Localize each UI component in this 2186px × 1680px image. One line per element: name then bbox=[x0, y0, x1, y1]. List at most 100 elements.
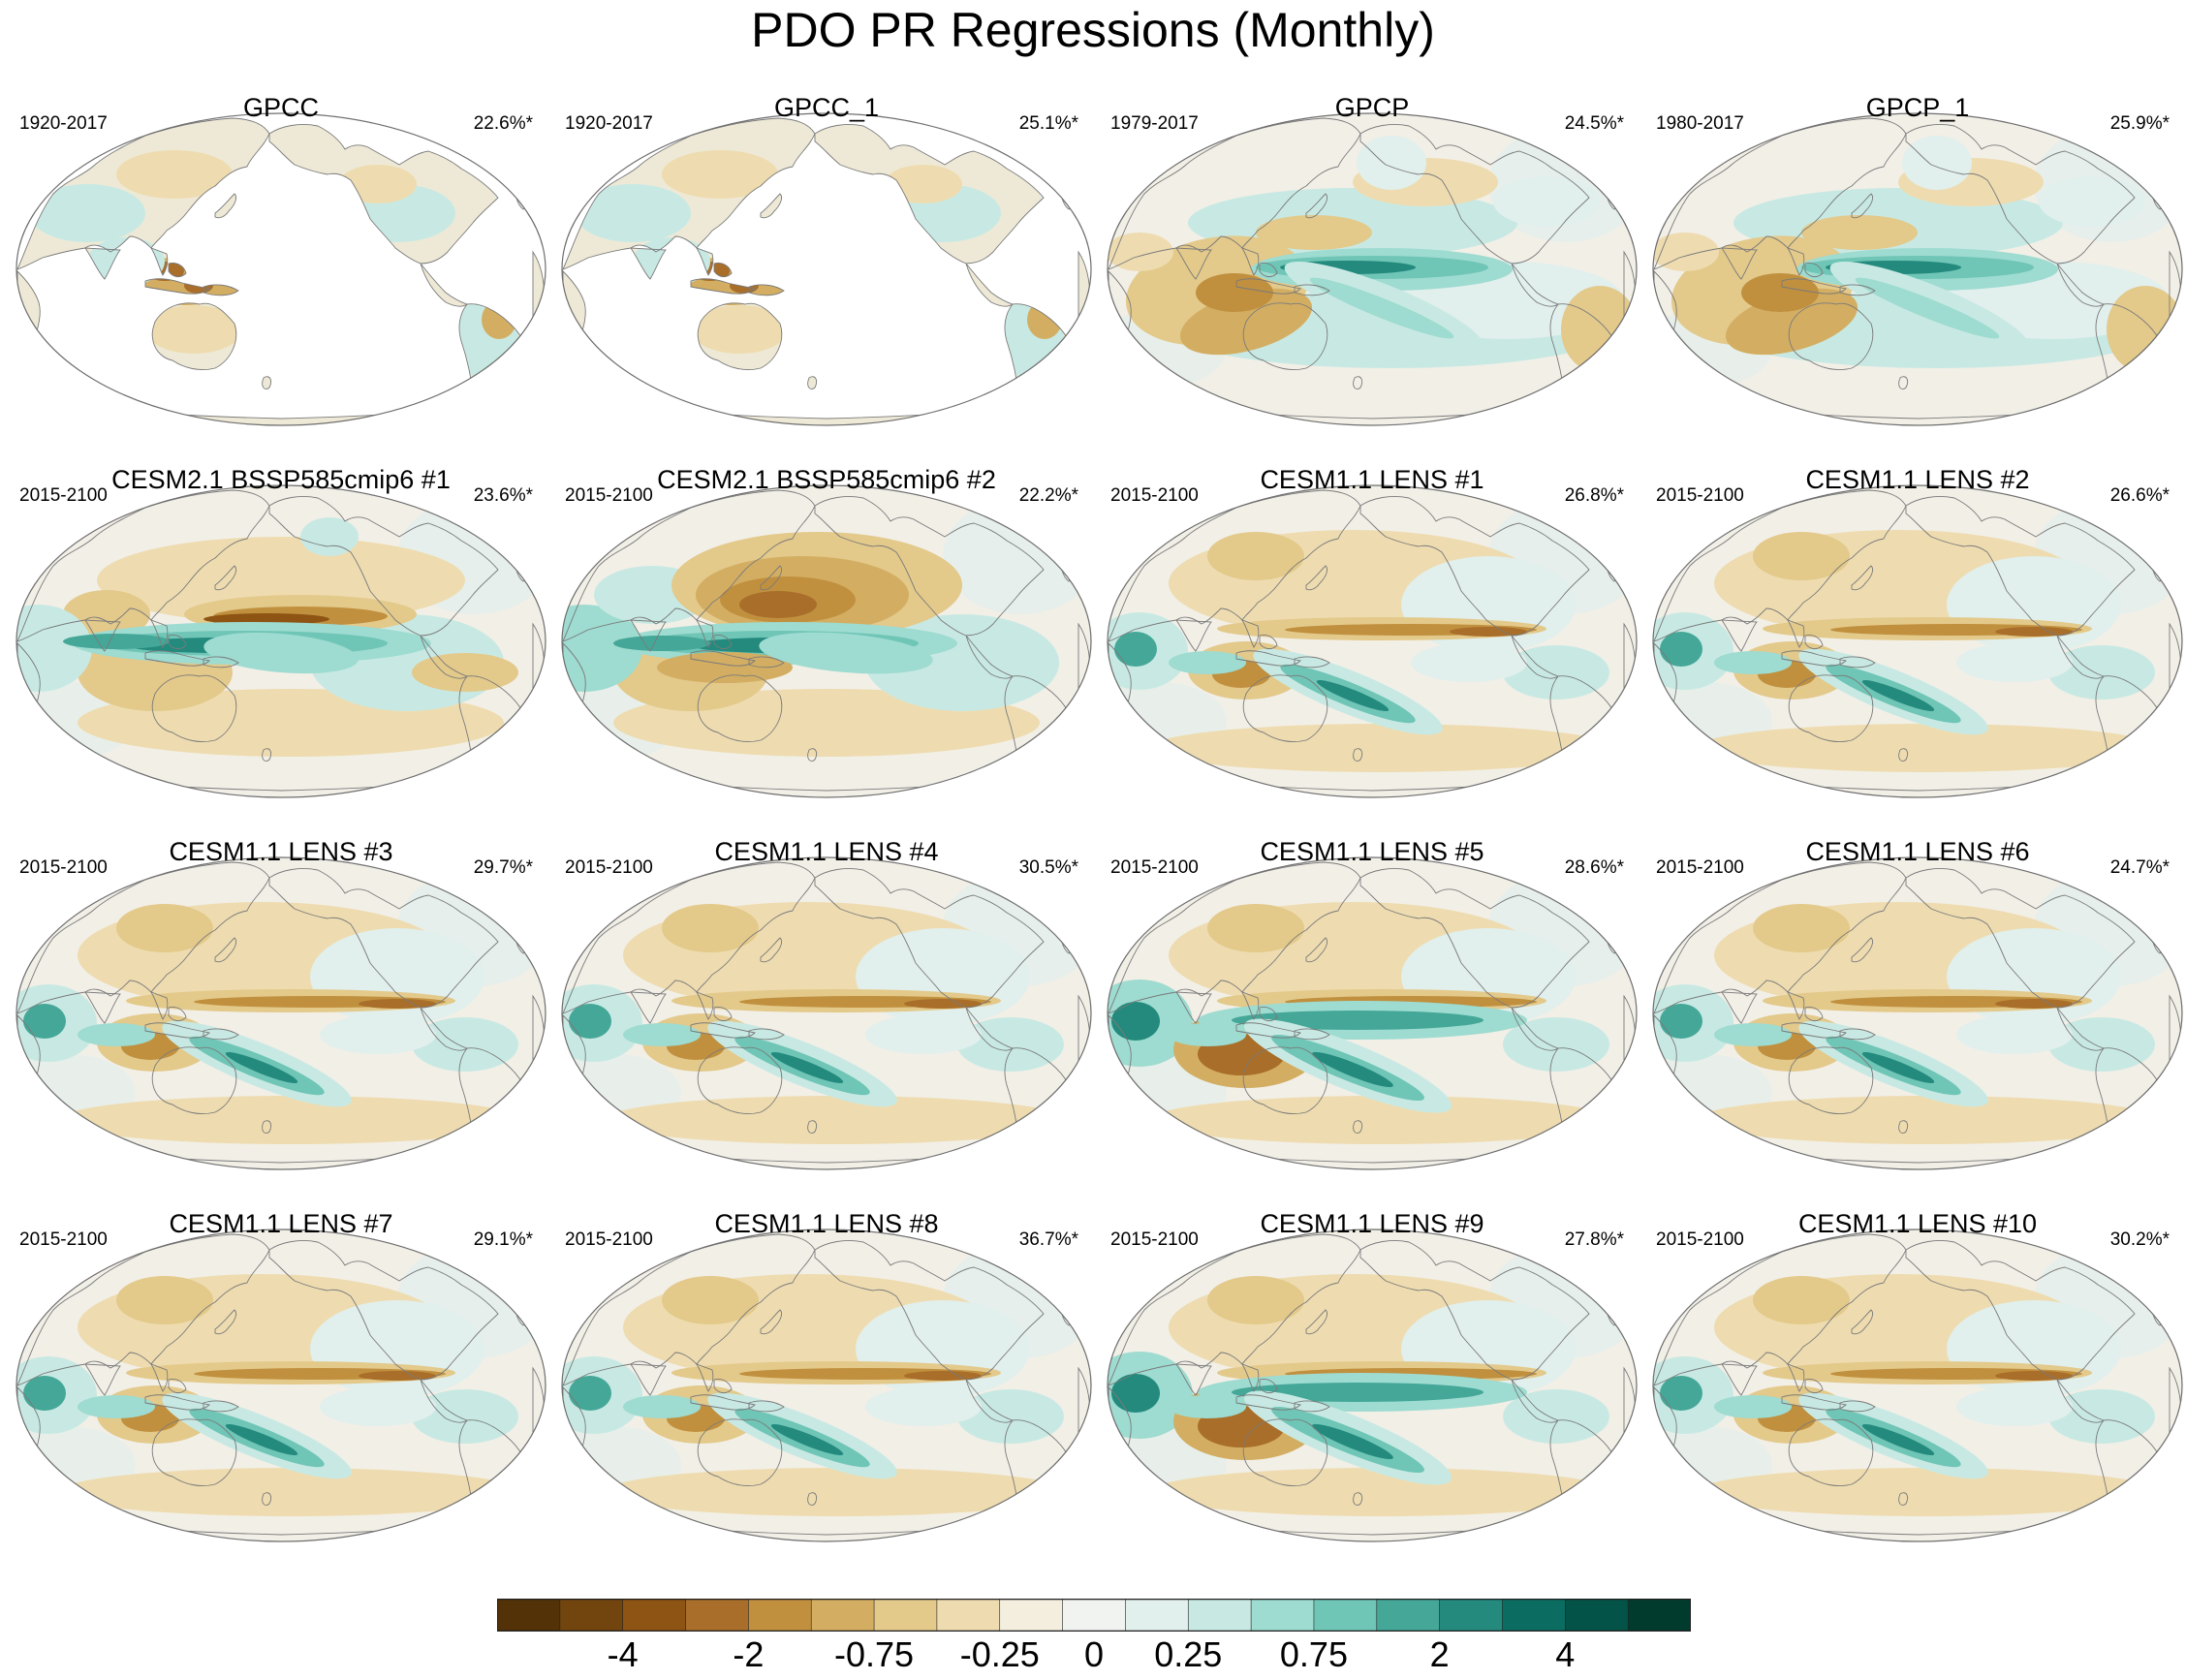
anomaly-region bbox=[770, 1424, 844, 1455]
panel-title: CESM1.1 LENS #4 bbox=[714, 837, 939, 866]
map-outline bbox=[561, 1229, 1092, 1542]
coastline bbox=[268, 1239, 499, 1381]
panel-percent: 25.9%* bbox=[2109, 113, 2170, 134]
coastline bbox=[1259, 635, 1278, 650]
coastline bbox=[748, 1028, 785, 1041]
panel-title: GPCP bbox=[1334, 93, 1410, 122]
coastline bbox=[144, 278, 210, 295]
panel-percent: 26.6%* bbox=[2109, 485, 2170, 506]
anomaly-region bbox=[1111, 1002, 1160, 1041]
coastline bbox=[807, 376, 818, 389]
coastline bbox=[1058, 904, 1091, 954]
coastline bbox=[807, 1492, 818, 1506]
coastline bbox=[1305, 937, 1328, 963]
coastline bbox=[690, 1022, 756, 1039]
colorbar-swatch bbox=[1627, 1599, 1691, 1632]
anomaly-region bbox=[1111, 1374, 1160, 1413]
coastline bbox=[562, 1233, 816, 1386]
map-panel: CESM1.1 LENS #5 2015-2100 28.6%* bbox=[1101, 837, 1643, 1180]
coastline bbox=[1804, 263, 1824, 278]
panel-title: GPCC bbox=[242, 93, 319, 122]
panel-title: CESM1.1 LENS #1 bbox=[1260, 465, 1484, 494]
map-field bbox=[1653, 113, 2182, 425]
panel-period: 2015-2100 bbox=[565, 857, 653, 878]
coastline bbox=[435, 1244, 466, 1260]
coastline bbox=[1242, 1046, 1328, 1115]
map bbox=[16, 1229, 546, 1542]
coastline bbox=[1781, 1022, 1847, 1039]
coastline bbox=[697, 1418, 783, 1487]
coastline bbox=[1235, 1022, 1301, 1039]
map-outline bbox=[1652, 856, 2183, 1170]
coastline bbox=[630, 247, 667, 280]
coastline bbox=[697, 1046, 783, 1115]
coastline bbox=[214, 193, 237, 219]
coastline bbox=[1905, 495, 2136, 637]
panel-percent: 24.7%* bbox=[2109, 857, 2170, 878]
anomaly-region bbox=[662, 904, 759, 952]
coastline bbox=[168, 263, 187, 278]
coastline bbox=[2149, 532, 2182, 582]
anomaly-region bbox=[569, 1376, 611, 1411]
map-field bbox=[1108, 857, 1637, 1169]
map bbox=[1107, 1229, 1638, 1542]
coastline bbox=[807, 748, 818, 762]
coastline bbox=[144, 1394, 210, 1411]
anomaly-region bbox=[1114, 632, 1157, 667]
coastline bbox=[468, 130, 515, 164]
map bbox=[561, 856, 1092, 1170]
coastline bbox=[1898, 748, 1909, 762]
coastline bbox=[1235, 1394, 1301, 1411]
coastline bbox=[1604, 532, 1637, 582]
anomaly-region bbox=[691, 305, 788, 354]
coastline bbox=[435, 500, 466, 515]
coastline bbox=[262, 1120, 272, 1134]
anomaly-region bbox=[1855, 277, 2000, 339]
coastline bbox=[151, 1418, 237, 1487]
panel-title: CESM2.1 BSSP585cmip6 #1 bbox=[111, 465, 451, 494]
map-outline bbox=[561, 112, 1092, 426]
panel-period: 2015-2100 bbox=[1656, 1229, 1744, 1250]
coastline bbox=[1839, 1028, 1876, 1041]
coastline bbox=[981, 872, 1012, 887]
coastline bbox=[468, 1246, 515, 1280]
map-panel: CESM2.1 BSSP585cmip6 #1 2015-2100 23.6%* bbox=[10, 465, 552, 808]
anomaly-region bbox=[957, 1389, 1064, 1444]
anomaly-region bbox=[1309, 277, 1454, 339]
coastline bbox=[1721, 1363, 1758, 1396]
panel-title: CESM1.1 LENS #7 bbox=[169, 1209, 393, 1238]
panel-percent: 22.2%* bbox=[1018, 485, 1078, 506]
colorbar-label: -4 bbox=[607, 1634, 639, 1674]
anomaly-region bbox=[613, 636, 710, 651]
coastline bbox=[149, 991, 169, 1020]
panel-period: 2015-2100 bbox=[19, 1229, 108, 1250]
anomaly-region bbox=[575, 184, 691, 242]
coastline bbox=[1353, 376, 1363, 389]
anomaly-region bbox=[412, 653, 518, 692]
coastline bbox=[513, 160, 546, 210]
anomaly-region bbox=[116, 1276, 213, 1324]
coastline bbox=[1240, 247, 1260, 276]
coastline bbox=[16, 861, 270, 1014]
colorbar-swatch bbox=[748, 1599, 813, 1632]
panel-period: 2015-2100 bbox=[1656, 485, 1744, 506]
coastline bbox=[695, 1363, 714, 1392]
coastline bbox=[1804, 1007, 1824, 1022]
coastline bbox=[1653, 1233, 1907, 1386]
coastline bbox=[562, 489, 816, 642]
anomaly-region bbox=[759, 632, 933, 674]
map-outline bbox=[1107, 856, 1638, 1170]
map bbox=[1652, 1229, 2183, 1542]
map-outline bbox=[1107, 484, 1638, 798]
anomaly-region bbox=[604, 1468, 1069, 1516]
panel-period: 2015-2100 bbox=[565, 1229, 653, 1250]
map-outline bbox=[16, 1229, 546, 1542]
colorbar-swatch bbox=[622, 1599, 687, 1632]
anomaly-region bbox=[1357, 136, 1426, 190]
panel-period: 1920-2017 bbox=[19, 113, 108, 134]
colorbar-swatch bbox=[1125, 1599, 1190, 1632]
map-panel: CESM1.1 LENS #3 2015-2100 29.7%* bbox=[10, 837, 552, 1180]
anomaly-region bbox=[1207, 1276, 1304, 1324]
panel-period: 2015-2100 bbox=[19, 857, 108, 878]
coastline bbox=[1786, 619, 1805, 648]
